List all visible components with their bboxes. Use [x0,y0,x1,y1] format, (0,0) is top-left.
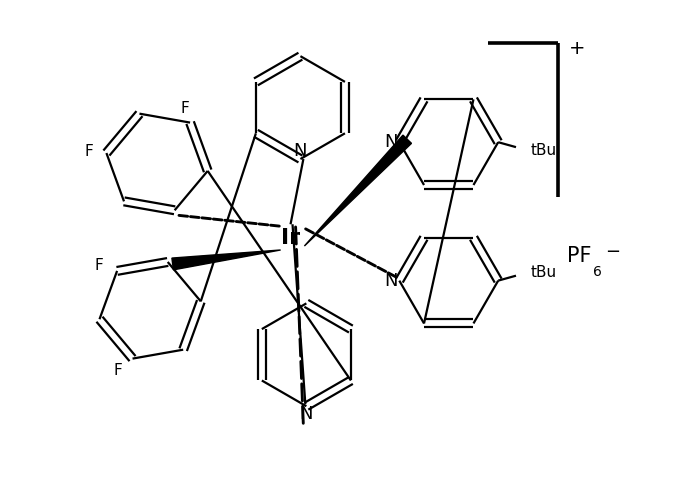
Text: N: N [385,133,398,151]
Text: PF: PF [567,246,592,266]
Text: F: F [84,143,93,159]
Text: −: − [605,243,620,261]
Polygon shape [172,250,281,270]
Polygon shape [304,135,412,246]
Text: N: N [299,405,313,423]
Text: F: F [180,101,189,116]
Text: tBu: tBu [531,265,557,280]
Text: N: N [385,272,398,290]
Text: +: + [569,39,585,58]
Text: 6: 6 [593,265,602,279]
Text: F: F [95,258,103,273]
Text: Ir: Ir [281,228,300,248]
Text: tBu: tBu [531,143,557,158]
Text: F: F [114,363,122,378]
Text: N: N [293,142,307,160]
